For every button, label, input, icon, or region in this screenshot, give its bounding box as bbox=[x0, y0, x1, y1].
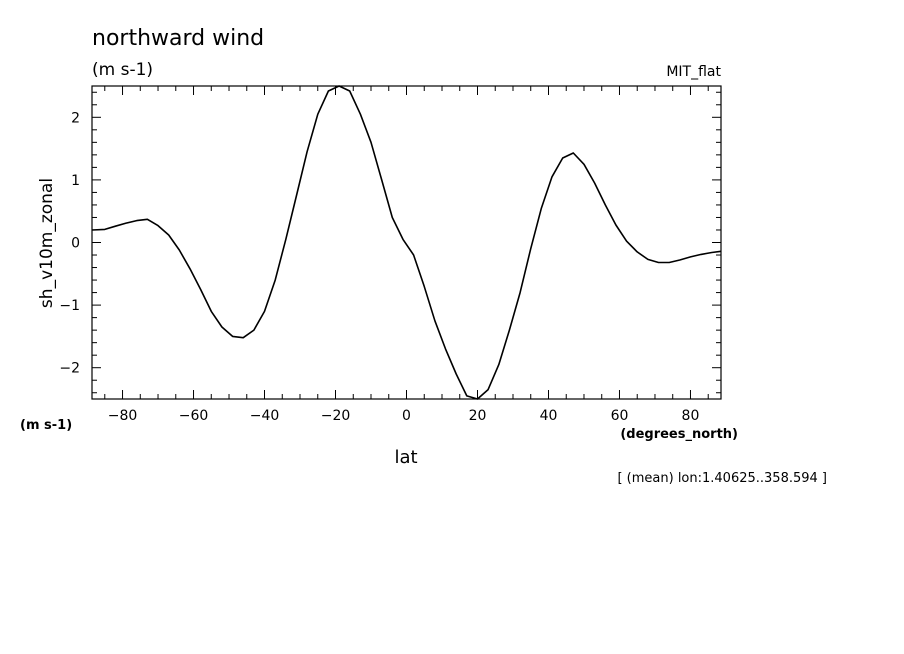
model-label: MIT_flat bbox=[666, 64, 721, 80]
x-tick-label: 0 bbox=[402, 408, 411, 424]
y-axis-label: sh_v10m_zonal bbox=[37, 178, 57, 308]
tick-labels: −80 −60 −40 −20 0 20 40 60 80 −2 −1 0 1 2 bbox=[59, 110, 699, 424]
y-axis-units: (m s-1) bbox=[20, 418, 72, 433]
y-tick-label: −2 bbox=[59, 361, 80, 377]
y-tick-label: 0 bbox=[71, 236, 80, 252]
x-axis-label: lat bbox=[394, 447, 417, 468]
y-tick-label: 1 bbox=[71, 173, 80, 189]
chart-subtitle: (m s-1) bbox=[92, 60, 153, 80]
x-tick-label: −60 bbox=[179, 408, 209, 424]
chart-title: northward wind bbox=[92, 26, 264, 51]
series-line bbox=[91, 85, 722, 400]
x-axis-units: (degrees_north) bbox=[620, 427, 738, 442]
x-tick-label: 60 bbox=[611, 408, 629, 424]
x-tick-label: 20 bbox=[469, 408, 487, 424]
x-tick-label: −40 bbox=[250, 408, 280, 424]
y-tick-label: −1 bbox=[59, 298, 80, 314]
x-tick-label: 80 bbox=[682, 408, 700, 424]
plot-frame bbox=[91, 85, 722, 400]
footnote: [ (mean) lon:1.40625..358.594 ] bbox=[617, 471, 827, 486]
y-tick-label: 2 bbox=[71, 110, 80, 126]
x-tick-label: −20 bbox=[321, 408, 351, 424]
x-tick-label: 40 bbox=[540, 408, 558, 424]
x-tick-label: −80 bbox=[108, 408, 138, 424]
tick-marks bbox=[92, 86, 721, 399]
